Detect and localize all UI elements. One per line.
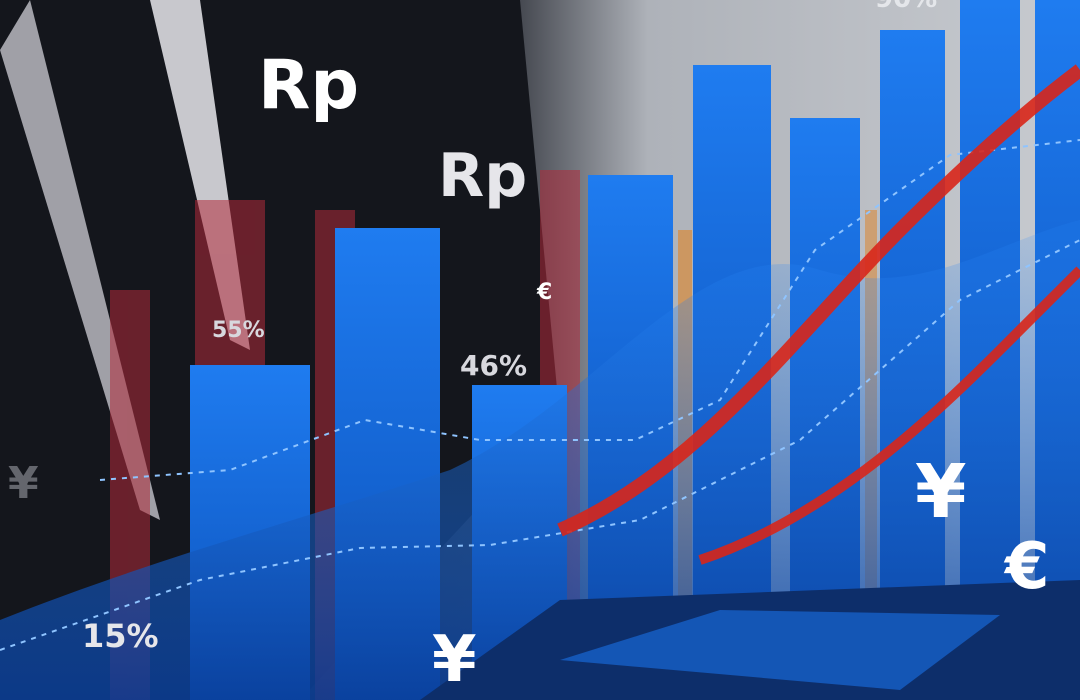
- yen-symbol: ¥: [432, 623, 477, 697]
- euro-symbol: €: [537, 280, 553, 305]
- area-wave: [0, 220, 1080, 700]
- percent-label-15: 15%: [82, 617, 159, 655]
- yen-symbol: ¥: [8, 458, 39, 509]
- rp-label-medium: Rp: [438, 141, 528, 211]
- red-trend-line: [698, 266, 1080, 565]
- percent-label-55: 55%: [212, 318, 265, 343]
- euro-symbol: €: [1005, 530, 1050, 604]
- red-trend-line: [557, 64, 1080, 537]
- yen-symbol: ¥: [915, 449, 967, 535]
- dotted-trend-line: [99, 139, 1080, 481]
- percent-label-46: 46%: [460, 349, 528, 382]
- rp-label-large: Rp: [258, 46, 360, 125]
- percent-label-90: 90%: [875, 0, 937, 12]
